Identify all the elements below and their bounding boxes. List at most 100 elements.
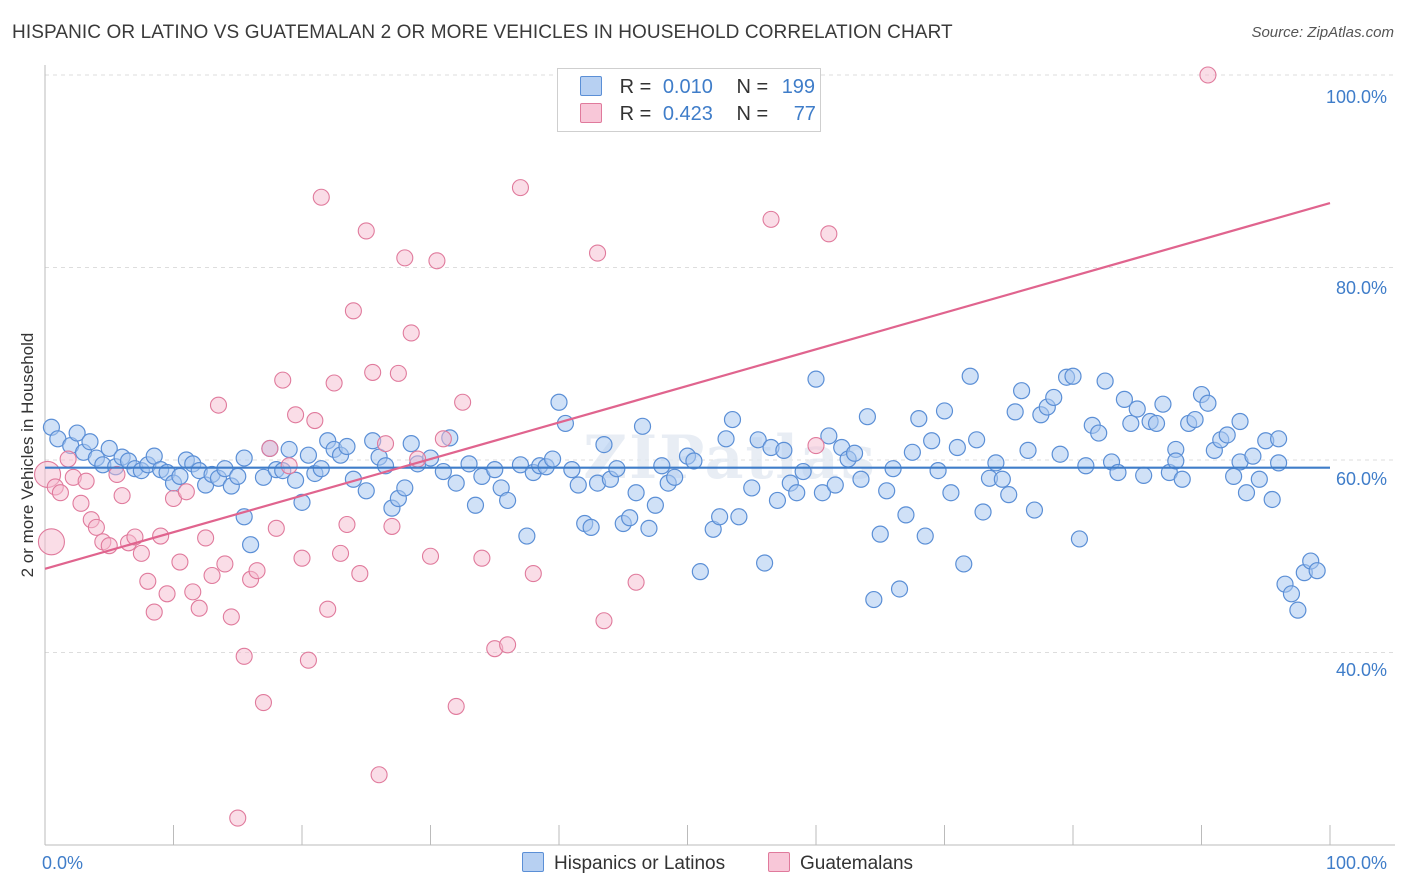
hispanic-point [1154, 395, 1172, 413]
hispanic-point [1012, 382, 1031, 400]
hispanic-point [1244, 447, 1262, 465]
guatemalan-point [389, 364, 407, 382]
hispanic-points [42, 367, 1326, 619]
blue-swatch [580, 76, 602, 96]
hispanic-point [338, 437, 356, 456]
guatemalan-point [344, 302, 362, 320]
hispanic-point [903, 443, 921, 461]
y-tick-label-100: 100.0% [1326, 87, 1388, 107]
guatemalan-point [627, 573, 645, 591]
hispanic-point [466, 496, 485, 514]
guatemalan-point [319, 600, 337, 618]
hispanic-point [871, 525, 889, 543]
hispanic-point [286, 471, 305, 489]
hispanic-point [171, 467, 189, 485]
hispanic-point [1006, 403, 1024, 421]
hispanic-point [1115, 390, 1134, 408]
pink-swatch [768, 852, 790, 872]
guatemalan-point [51, 484, 69, 502]
hispanic-point [910, 410, 928, 428]
hispanic-point [916, 527, 934, 545]
hispanic-point [556, 414, 575, 433]
n-value: 77 [793, 103, 816, 125]
chart-title: HISPANIC OR LATINO VS GUATEMALAN 2 OR MO… [12, 22, 953, 43]
guatemalan-point [447, 697, 465, 715]
hispanic-point [845, 444, 864, 462]
hispanic-point [755, 554, 774, 572]
hispanic-point [1045, 388, 1063, 407]
hispanic-point [820, 427, 838, 445]
hispanic-point [543, 450, 562, 468]
guatemalan-point [267, 519, 285, 537]
guatemalan-point [171, 553, 189, 571]
guatemalan-point [473, 549, 491, 567]
guatemalan-point [59, 450, 77, 468]
hispanic-point [460, 455, 478, 473]
hispanic-point [1064, 367, 1082, 385]
hispanic-point [711, 508, 729, 526]
guatemalan-point [325, 374, 343, 392]
n-label: N = [736, 76, 769, 98]
x-tick-label-max: 100.0% [1326, 853, 1388, 873]
hispanic-point [768, 491, 787, 510]
r-label: R = [619, 76, 652, 98]
legend-label: Hispanics or Latinos [554, 853, 726, 874]
hispanic-point [1225, 467, 1243, 485]
guatemalan-point [113, 487, 131, 505]
hispanic-point [1147, 414, 1166, 433]
hispanic-point [942, 484, 960, 502]
guatemalan-point [820, 225, 838, 243]
hispanic-point [935, 402, 954, 420]
guatemalan-point [807, 437, 825, 455]
hispanic-point [254, 468, 273, 486]
hispanic-point [948, 438, 966, 457]
guatemalan-point [87, 518, 105, 536]
hispanic-point [1269, 430, 1288, 448]
guatemalan-point [588, 244, 607, 262]
hispanic-point [1282, 585, 1301, 603]
guatemalan-point [145, 603, 163, 621]
hispanic-point [1173, 470, 1191, 488]
hispanic-point [775, 441, 793, 459]
hispanic-point [717, 430, 735, 448]
hispanic-point [807, 370, 825, 388]
guatemalan-point [72, 494, 90, 512]
guatemalan-points [34, 66, 1217, 827]
guatemalan-point [376, 435, 395, 453]
hispanic-point [653, 457, 671, 475]
guatemalan-point [287, 406, 305, 424]
guatemalan-point [351, 565, 369, 583]
guatemalan-point [209, 396, 228, 414]
hispanic-point [595, 436, 613, 454]
hispanic-point [582, 518, 600, 536]
guatemalan-point [762, 210, 780, 228]
hispanic-point [100, 439, 118, 458]
guatemalan-point [274, 371, 292, 389]
hispanic-point [1237, 484, 1256, 502]
hispanic-point [68, 424, 86, 442]
hispanic-point [666, 468, 684, 486]
hispanic-point [826, 476, 844, 494]
hispanic-point [858, 408, 877, 426]
y-tick-label-60: 60.0% [1336, 469, 1388, 489]
trend-lines [44, 201, 1331, 570]
guatemalan-point [139, 572, 157, 590]
hispanic-point [897, 506, 915, 524]
hispanic-point [1096, 372, 1114, 390]
guatemalan-point [299, 651, 317, 669]
guatemalan-point [108, 465, 126, 483]
hispanic-point [1051, 445, 1069, 463]
guatemalan-point [370, 766, 388, 784]
guatemalan-point [331, 544, 350, 562]
hispanic-point [743, 479, 761, 497]
hispanic-point [1231, 412, 1249, 431]
y-tick-label-80: 80.0% [1336, 278, 1388, 298]
hispanic-point [81, 433, 99, 451]
guatemalan-point [421, 547, 440, 565]
guatemalan-point [357, 222, 375, 240]
hispanic-point [1199, 394, 1217, 412]
hispanic-point [1308, 562, 1326, 580]
r-value: 0.423 [662, 103, 713, 125]
guatemalan-point [428, 252, 446, 270]
